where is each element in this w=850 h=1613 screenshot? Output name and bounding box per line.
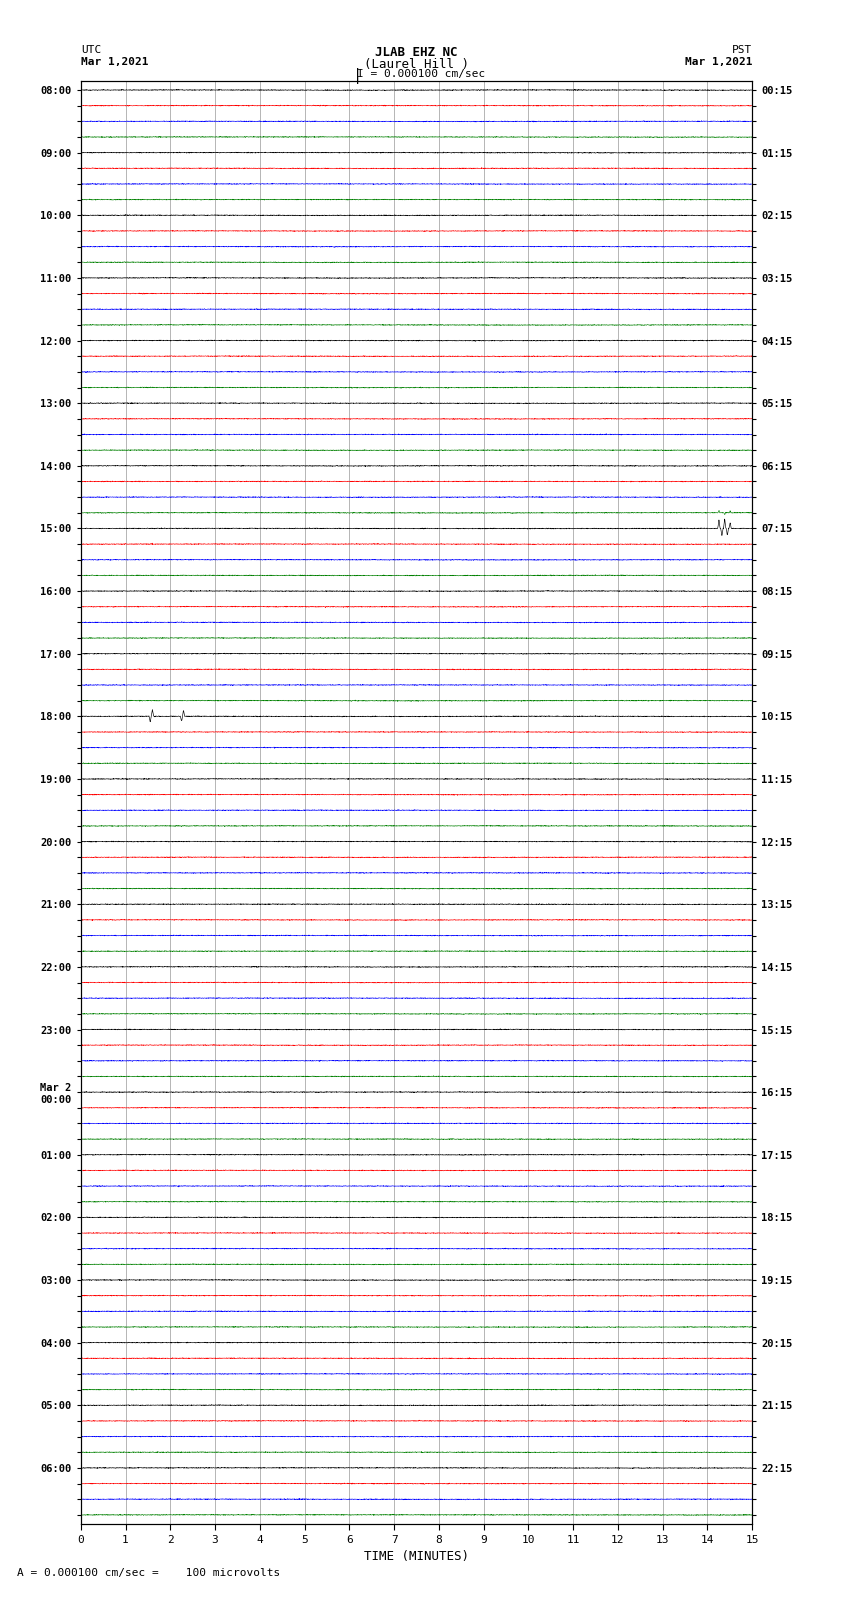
Text: I = 0.000100 cm/sec: I = 0.000100 cm/sec xyxy=(357,69,485,79)
X-axis label: TIME (MINUTES): TIME (MINUTES) xyxy=(364,1550,469,1563)
Text: A = 0.000100 cm/sec =    100 microvolts: A = 0.000100 cm/sec = 100 microvolts xyxy=(17,1568,280,1578)
Text: JLAB EHZ NC: JLAB EHZ NC xyxy=(375,45,458,60)
Text: Mar 1,2021: Mar 1,2021 xyxy=(81,58,148,68)
Text: |: | xyxy=(353,68,362,84)
Text: UTC: UTC xyxy=(81,45,101,55)
Text: (Laurel Hill ): (Laurel Hill ) xyxy=(364,58,469,71)
Text: PST: PST xyxy=(732,45,752,55)
Text: Mar 1,2021: Mar 1,2021 xyxy=(685,58,752,68)
